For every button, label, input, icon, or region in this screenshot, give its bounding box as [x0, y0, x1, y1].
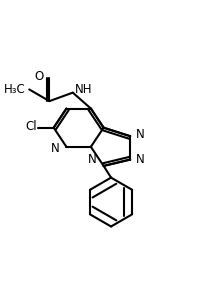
Text: Cl: Cl — [25, 120, 37, 133]
Text: NH: NH — [75, 83, 93, 96]
Text: N: N — [88, 153, 96, 166]
Text: N: N — [136, 153, 144, 166]
Text: H₃C: H₃C — [4, 83, 26, 96]
Text: O: O — [35, 70, 44, 83]
Text: N: N — [51, 142, 60, 155]
Text: N: N — [136, 128, 144, 141]
